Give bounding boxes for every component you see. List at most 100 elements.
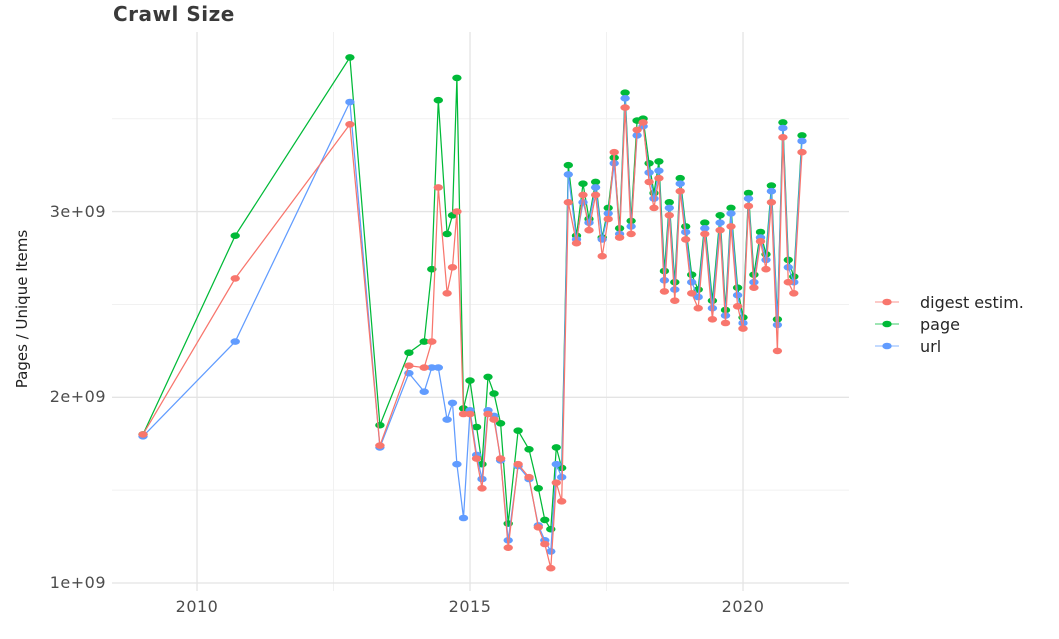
data-point — [738, 325, 748, 332]
data-point — [778, 124, 788, 132]
data-point — [720, 319, 731, 327]
data-point — [551, 479, 561, 487]
data-point — [707, 304, 718, 312]
data-point — [654, 174, 664, 182]
data-point — [495, 420, 506, 427]
data-point — [644, 160, 654, 167]
data-point — [563, 171, 573, 178]
data-point — [419, 364, 429, 371]
legend-key-icon — [875, 342, 899, 350]
data-point — [675, 174, 685, 182]
data-point — [597, 252, 607, 260]
data-point — [732, 291, 743, 299]
data-point — [578, 180, 588, 187]
data-point — [766, 187, 777, 195]
data-point — [726, 204, 736, 212]
data-point — [533, 485, 543, 492]
data-point — [551, 444, 561, 451]
data-point — [471, 455, 482, 462]
data-point — [465, 377, 475, 384]
data-point — [590, 178, 601, 186]
data-point — [433, 96, 443, 104]
data-point — [503, 537, 513, 544]
data-point — [726, 210, 736, 217]
data-point — [732, 303, 743, 310]
data-point — [230, 232, 240, 239]
data-point — [664, 199, 674, 206]
data-point — [797, 148, 807, 156]
data-point — [571, 239, 582, 247]
data-point — [452, 460, 462, 468]
gridlines-major — [112, 32, 849, 591]
data-point — [772, 321, 783, 329]
data-point — [584, 226, 594, 234]
data-point — [797, 132, 807, 139]
data-point — [649, 195, 659, 202]
data-point — [489, 390, 499, 397]
data-point — [743, 195, 754, 202]
data-point — [654, 158, 664, 165]
data-point — [797, 137, 807, 145]
data-point — [427, 338, 437, 345]
data-point — [419, 388, 429, 396]
data-point — [427, 265, 437, 273]
series-digest-estim- — [138, 104, 807, 572]
data-point — [755, 238, 766, 245]
data-point — [778, 119, 788, 126]
data-point — [345, 54, 355, 61]
data-point — [609, 148, 619, 156]
data-point — [433, 364, 443, 371]
data-point — [524, 446, 534, 453]
legend-item-digest-estim-: digest estim. — [874, 291, 1024, 313]
data-point — [513, 460, 523, 468]
data-point — [513, 427, 523, 435]
data-point — [715, 212, 725, 219]
data-point — [524, 473, 534, 481]
data-point — [778, 134, 788, 141]
data-point — [620, 95, 630, 102]
data-point — [546, 564, 556, 572]
data-point — [614, 234, 625, 241]
data-point — [632, 126, 642, 134]
data-point — [644, 178, 654, 186]
data-point — [345, 98, 355, 106]
chart-title: Crawl Size — [113, 2, 235, 26]
data-point — [375, 421, 385, 429]
data-point — [743, 202, 754, 210]
data-point — [726, 223, 736, 230]
data-point — [533, 524, 543, 531]
data-point — [761, 265, 771, 273]
y-tick-label: 2e+09 — [49, 387, 106, 407]
data-point — [503, 544, 513, 551]
data-point — [427, 364, 437, 371]
data-point — [442, 416, 452, 423]
data-point — [138, 431, 148, 438]
data-point — [681, 236, 691, 243]
data-point — [700, 230, 710, 238]
legend-key-icon — [875, 298, 899, 306]
data-point — [447, 264, 458, 271]
data-point — [707, 316, 718, 323]
data-point — [483, 410, 493, 418]
data-point — [649, 204, 659, 212]
data-point — [687, 290, 697, 297]
data-point — [675, 180, 685, 187]
data-point — [626, 230, 636, 238]
data-point — [578, 199, 588, 206]
x-tick-label: 2010 — [175, 597, 219, 616]
data-point — [447, 399, 458, 407]
data-point — [404, 349, 414, 357]
data-point — [687, 278, 697, 286]
data-point — [693, 293, 703, 301]
data-point — [551, 460, 561, 468]
data-point — [743, 189, 754, 197]
x-tick-label: 2020 — [721, 597, 765, 616]
data-point — [766, 199, 777, 206]
data-point — [675, 187, 685, 195]
data-point — [620, 104, 630, 111]
data-point — [557, 498, 567, 505]
data-point — [609, 160, 619, 167]
series-page — [138, 54, 807, 533]
